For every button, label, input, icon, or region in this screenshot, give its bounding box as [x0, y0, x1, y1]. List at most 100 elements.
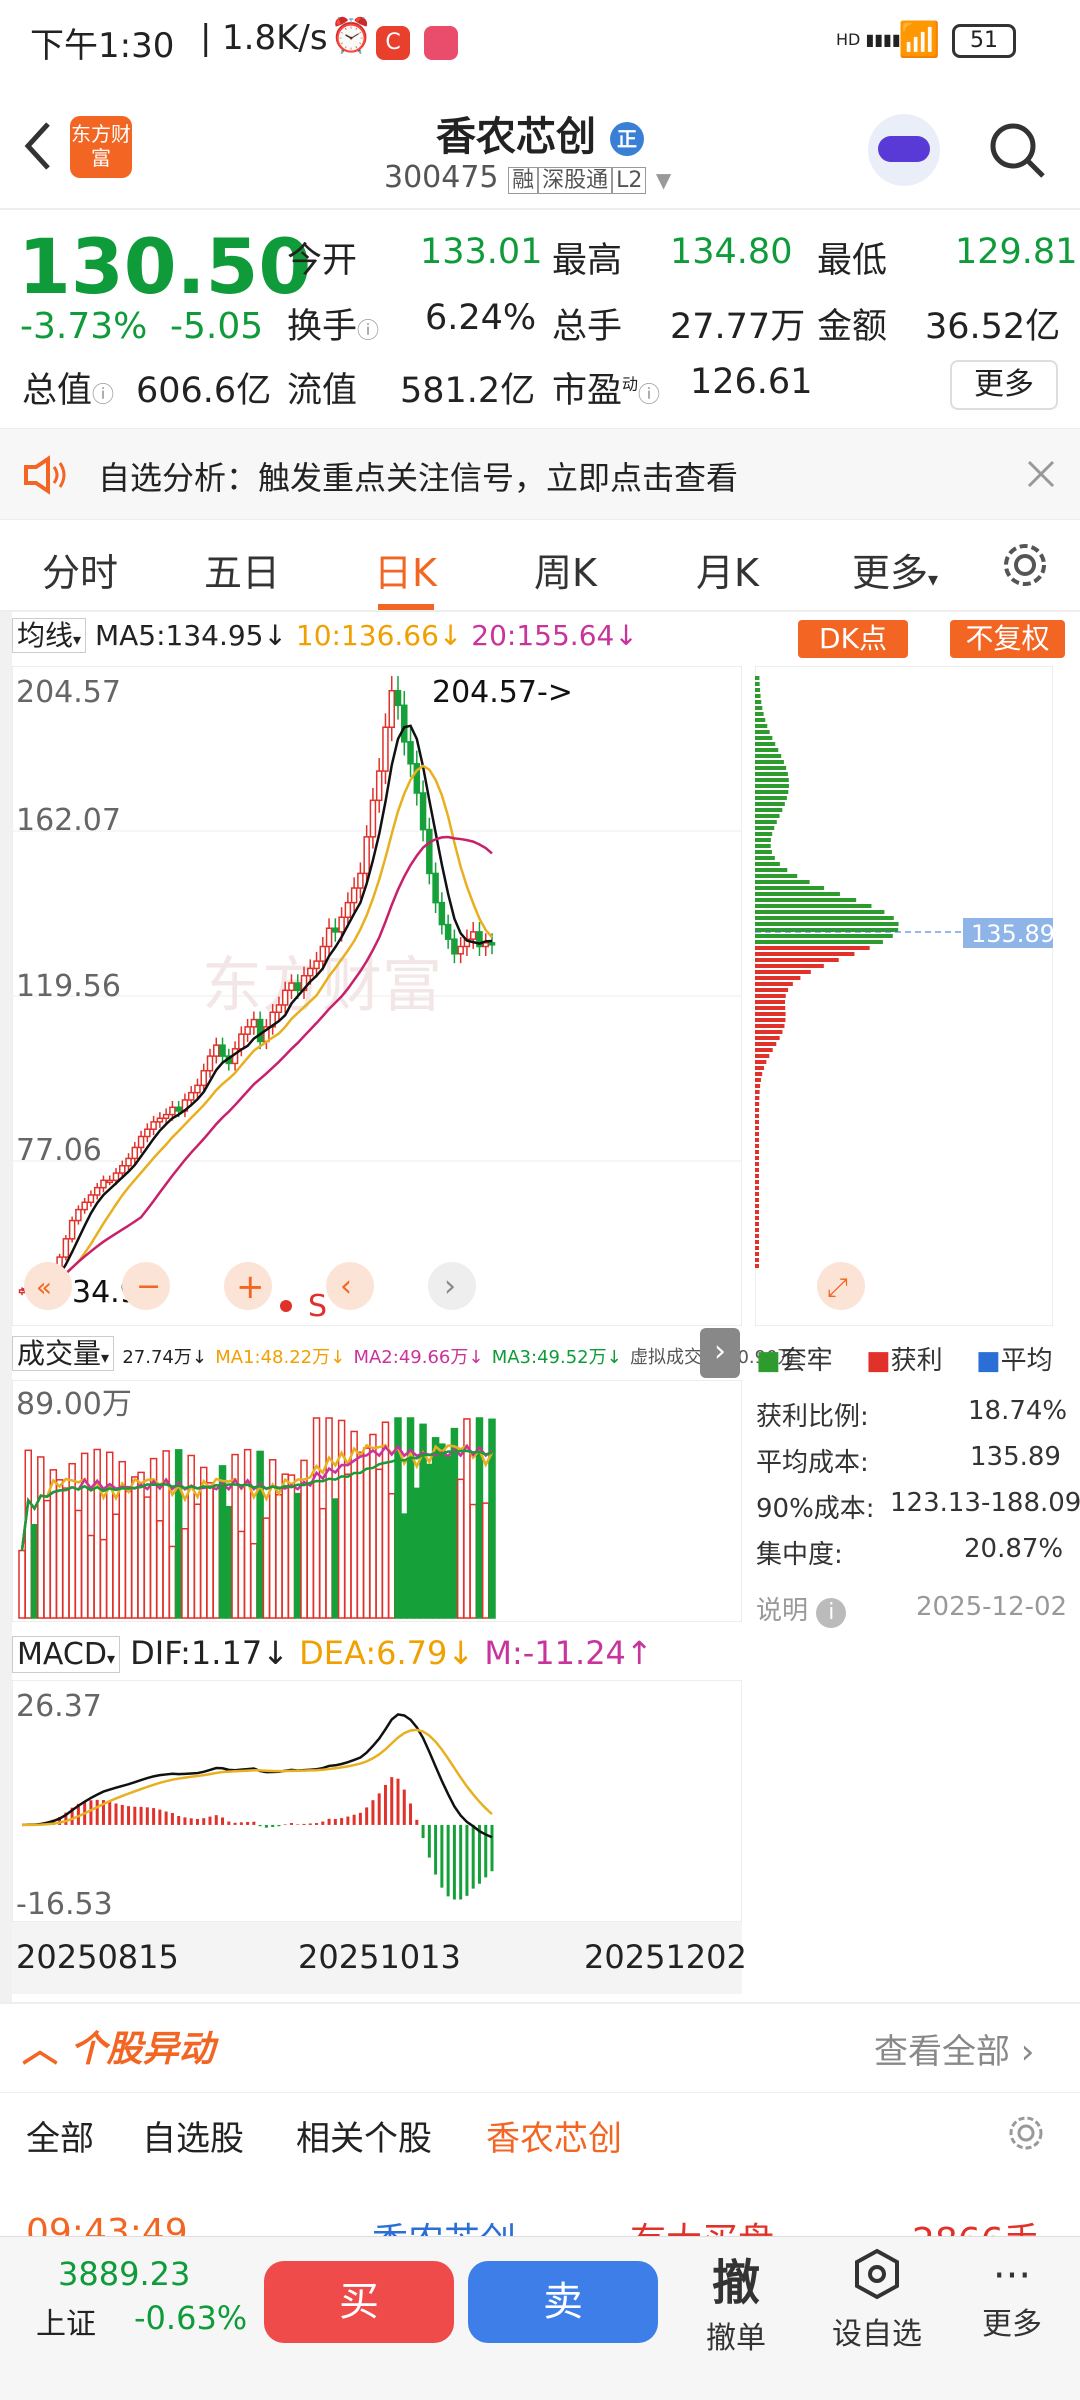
turnover-label: 换手ⓘ: [287, 307, 380, 347]
settings-icon[interactable]: [1006, 2113, 1046, 2153]
volume-bar: [105, 1451, 114, 1619]
candle-body: [144, 1128, 151, 1138]
listing-badge: 正: [609, 122, 644, 156]
chip-bar: [755, 1108, 760, 1112]
chip-bar: [755, 1114, 760, 1118]
volume-bar: [293, 1492, 302, 1619]
volume-bar: [438, 1443, 446, 1619]
stock-code: 300475: [384, 160, 499, 195]
volume-bar: [344, 1473, 352, 1619]
candle-body: [288, 982, 295, 992]
candle-body: [350, 887, 358, 904]
view-all-link[interactable]: 查看全部 ›: [874, 2032, 1035, 2072]
alert-row[interactable]: 09:43:49 香农芯创 有大买盘 2866手: [0, 2172, 1080, 2236]
turnover-value: 6.24%: [425, 298, 537, 338]
close-icon[interactable]: [1026, 459, 1056, 489]
sell-button[interactable]: 卖: [468, 2261, 658, 2343]
volume-bar: [481, 1502, 490, 1619]
tab-daily-k[interactable]: 日K: [374, 551, 437, 595]
chip-profit-label: 获利比例:: [756, 1402, 869, 1432]
chip-bar: [755, 1228, 759, 1232]
status-time: 下午1:30: [30, 26, 175, 66]
hexagon-icon: [855, 2248, 899, 2300]
more-button[interactable]: ··· 更多: [970, 2253, 1054, 2343]
assistant-avatar[interactable]: [868, 114, 940, 186]
expand-panel-button[interactable]: ›: [700, 1328, 740, 1378]
volume-bar: [74, 1509, 83, 1619]
chip-bar: [755, 694, 761, 698]
y-label-max: 204.57: [16, 675, 121, 710]
tab-more[interactable]: 更多▾: [852, 551, 939, 595]
candle-body: [256, 1018, 264, 1043]
candle-body: [357, 872, 364, 889]
volume-bar: [62, 1487, 70, 1619]
stock-header: 东方财富 香农芯创 正 300475 融深股通 L2 ▼: [0, 90, 1080, 208]
adjust-button[interactable]: 不复权: [950, 620, 1065, 658]
analysis-banner[interactable]: 自选分析：触发重点关注信号，立即点击查看: [0, 428, 1080, 520]
legend-average: ■平均: [976, 1346, 1053, 1376]
candle-body: [206, 1055, 214, 1072]
chip-bar: [755, 754, 782, 758]
volume-dropdown[interactable]: 成交量▾: [12, 1336, 115, 1371]
cancel-order-button[interactable]: 撤撤单: [706, 2255, 766, 2356]
candle-body: [175, 1106, 182, 1112]
alarm-icon: ⏰: [330, 16, 373, 56]
volume-bar: [199, 1466, 208, 1619]
candle-body: [307, 967, 314, 977]
chip-bar: [755, 742, 776, 746]
macd-dropdown[interactable]: MACD▾: [12, 1636, 120, 1673]
candle-body: [482, 942, 489, 948]
volume-bar: [181, 1527, 189, 1619]
back-icon[interactable]: [18, 118, 58, 174]
candle-body: [119, 1164, 126, 1174]
candle-body: [332, 927, 339, 933]
filter-current[interactable]: 香农芯创: [486, 2119, 622, 2159]
tab-intraday[interactable]: 分时: [42, 551, 119, 595]
gear-icon[interactable]: [1000, 540, 1050, 590]
chip-90-label: 90%成本:: [756, 1494, 875, 1524]
chip-bar: [755, 748, 779, 752]
candle-body: [469, 931, 477, 940]
chip-bar: [755, 1234, 759, 1238]
volume-bar: [87, 1534, 95, 1619]
volume-bar: [43, 1499, 51, 1619]
volume-value: 27.77万: [670, 307, 806, 347]
stock-title: 香农芯创 正: [0, 104, 1080, 162]
tag-connect: 深股通: [538, 167, 613, 194]
add-watchlist-button[interactable]: 设自选: [822, 2247, 932, 2353]
candle-body: [75, 1208, 82, 1222]
more-quote-button[interactable]: 更多: [950, 360, 1058, 410]
tab-monthly-k[interactable]: 月K: [696, 551, 759, 595]
pe-label: 市盈动ⓘ: [552, 371, 661, 411]
search-icon[interactable]: [985, 118, 1049, 182]
kline-chart[interactable]: 东方财富 204.57 162.07 119.56 77.06 204.57->…: [12, 666, 742, 1326]
volume-bar: [37, 1456, 45, 1619]
volume-bar: [55, 1479, 64, 1619]
index-name: 上证: [36, 2307, 96, 2342]
zoom-out-icon: −: [136, 1269, 161, 1304]
chip-bar: [755, 1192, 759, 1196]
macd-y-min: -16.53: [16, 1887, 113, 1922]
volume-bar: [131, 1476, 139, 1619]
buy-button[interactable]: 买: [264, 2261, 454, 2343]
amount-label: 金额: [817, 307, 888, 347]
candle-body: [150, 1121, 157, 1130]
filter-related[interactable]: 相关个股: [296, 2119, 432, 2159]
chip-bar: [755, 886, 825, 890]
ma5-value: MA5:134.95: [94, 619, 264, 652]
chip-bar: [755, 928, 899, 932]
ma-dropdown[interactable]: 均线▾: [12, 618, 87, 653]
chip-bar: [755, 1060, 767, 1064]
open-label: 今开: [287, 241, 358, 281]
tab-five-day[interactable]: 五日: [204, 551, 281, 595]
app-logo: 东方财富: [70, 116, 132, 178]
candle-body: [112, 1172, 120, 1182]
dk-point-button[interactable]: DK点: [798, 620, 908, 658]
volume-bar: [431, 1437, 440, 1619]
chip-bar: [755, 1168, 759, 1172]
tab-weekly-k[interactable]: 周K: [534, 551, 597, 595]
chip-note[interactable]: 说明 i: [756, 1590, 847, 1628]
chip-bar: [755, 1096, 760, 1100]
filter-all[interactable]: 全部: [26, 2119, 94, 2159]
filter-watchlist[interactable]: 自选股: [142, 2119, 244, 2159]
